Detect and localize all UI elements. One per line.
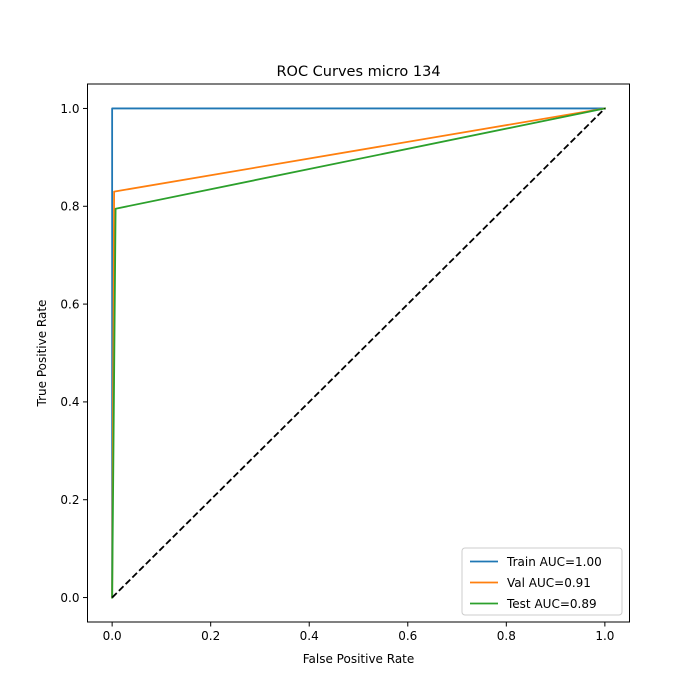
- plot-area: [111, 107, 606, 599]
- series-line-3: [111, 107, 606, 599]
- x-tick-label: 0.0: [103, 629, 122, 643]
- axes: 0.0 0.2 0.4 0.6 0.8 1.0 0.0 0.2 0.4 0.6 0.8 1.0: [60, 83, 630, 643]
- y-tick-label: 1.0: [60, 102, 79, 116]
- y-tick-label: 0.2: [60, 493, 79, 507]
- x-tick-label: 1.0: [595, 629, 614, 643]
- y-tick-label: 0.8: [60, 200, 79, 214]
- y-tick-label: 0.4: [60, 395, 79, 409]
- y-tick-label: 0.0: [60, 591, 79, 605]
- x-tick-label: 0.4: [300, 629, 319, 643]
- x-tick-label: 0.6: [398, 629, 417, 643]
- y-tick-label: 0.6: [60, 297, 79, 311]
- reference-diagonal-line: [111, 107, 606, 599]
- x-axis-label: False Positive Rate: [303, 652, 415, 666]
- axes-frame: [87, 83, 630, 623]
- chart-title: ROC Curves micro 134: [276, 64, 440, 80]
- x-tick-label: 0.8: [497, 629, 516, 643]
- series-group: [111, 107, 606, 599]
- y-axis-label: True Positive Rate: [35, 300, 49, 408]
- legend: Train AUC=1.00 Val AUC=0.91 Test AUC=0.89: [461, 547, 623, 616]
- legend-label: Train AUC=1.00: [506, 555, 602, 569]
- x-tick-label: 0.2: [201, 629, 220, 643]
- legend-box: [461, 547, 623, 616]
- legend-label: Val AUC=0.91: [507, 576, 591, 590]
- legend-label: Test AUC=0.89: [506, 597, 597, 611]
